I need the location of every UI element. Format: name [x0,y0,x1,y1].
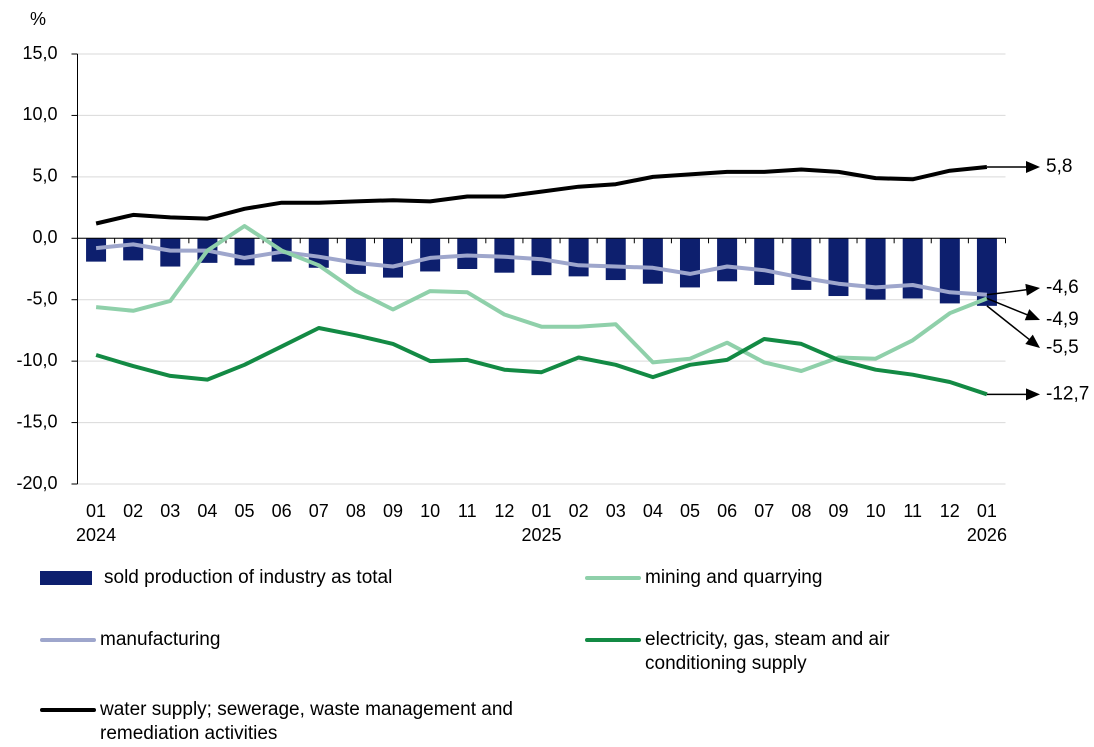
legend-item: electricity, gas, steam and air conditio… [585,628,935,676]
x-tick-label: 10 [866,501,886,521]
arrow-line [986,305,1032,342]
legend-label: manufacturing [100,629,221,650]
bar [642,238,663,284]
legend-swatch [40,571,92,585]
legend-swatch [40,708,96,712]
chart: % -20,0 -15,0 -10,0 -5,0 0,0 5,0 10,0 15,0 01 202… [16,9,1089,545]
end-label: -4,9 [1046,309,1079,330]
bar [865,238,886,300]
x-tick-label: 07 [309,501,329,521]
x-tick-label: 05 [235,501,255,521]
y-tick-label: 15,0 [22,43,57,63]
bar [345,238,366,274]
arrow-head [1026,161,1040,174]
y-tick-label: 5,0 [32,166,57,186]
x-tick-label: 05 [680,501,700,521]
legend-swatch [40,638,96,642]
legend-item: water supply; sewerage, waste management… [40,698,540,746]
bar [939,238,960,304]
x-tick-label: 09 [828,501,848,521]
bar [791,238,812,290]
bar [754,238,775,285]
arrow-head [1026,388,1040,401]
x-tick-label: 06 [272,501,292,521]
legend-swatch [585,576,641,580]
x-tick-label: 12 [940,501,960,521]
legend-item: mining and quarrying [585,566,1045,590]
year-label: 2026 [967,525,1007,545]
arrow-head [1025,334,1040,348]
arrow-line [986,288,1029,296]
line [95,242,988,297]
y-tick-label: 10,0 [22,104,57,124]
x-tick-label: 03 [160,501,180,521]
x-tick-label: 01 [531,501,551,521]
legend-item: manufacturing [40,628,600,652]
end-label: -5,5 [1046,337,1079,358]
legend-label: water supply; sewerage, waste management… [100,699,513,744]
end-label: 5,8 [1046,156,1072,177]
x-tick-label: 04 [643,501,663,521]
y-tick-label: -15,0 [16,411,57,431]
x-tick-label: 10 [420,501,440,521]
bar [902,238,923,299]
bar [717,238,738,282]
x-tick-label: 02 [123,501,143,521]
x-tick-label: 08 [791,501,811,521]
x-tick-label: 08 [346,501,366,521]
arrow-head [1024,309,1040,321]
bar [383,238,404,278]
y-unit: % [30,9,46,29]
x-tick-label: 06 [717,501,737,521]
line [95,224,988,373]
bar [568,238,589,277]
line [95,326,988,397]
bar [679,238,700,288]
legend-swatch [585,638,641,642]
x-tick-label: 01 [86,501,106,521]
bar [420,238,441,272]
legend-label: mining and quarrying [645,567,823,588]
x-tick-label: 12 [494,501,514,521]
bar [605,238,626,281]
x-tick-label: 07 [754,501,774,521]
bar [976,238,997,306]
bar [531,238,552,276]
year-label: 2025 [521,525,561,545]
y-tick-label: -20,0 [16,473,57,493]
x-tick-label: 01 [977,501,997,521]
y-tick-label: -5,0 [26,288,57,308]
bar [828,238,849,297]
bar [234,238,255,266]
x-tick-label: 09 [383,501,403,521]
end-label: -12,7 [1046,383,1089,404]
x-tick-label: 03 [606,501,626,521]
x-tick-label: 11 [458,501,477,521]
y-tick-label: -10,0 [16,350,57,370]
legend-label: sold production of industry as total [104,567,393,588]
legend-item: sold production of industry as total [40,566,604,590]
arrow-head [1025,283,1040,296]
x-tick-label: 04 [197,501,217,521]
bar [86,238,107,262]
legend-label: electricity, gas, steam and air conditio… [645,629,890,674]
bar [308,238,329,268]
bar [123,238,144,261]
y-tick-label: 0,0 [32,227,57,247]
x-tick-label: 02 [569,501,589,521]
year-label: 2024 [76,525,116,545]
line [95,165,988,226]
end-label: -4,6 [1046,277,1079,298]
x-tick-label: 11 [903,501,922,521]
arrow-line [986,297,1030,317]
